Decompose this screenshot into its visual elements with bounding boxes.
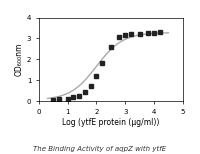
Y-axis label: OD₆₀₀nm: OD₆₀₀nm (15, 43, 24, 76)
Text: The Binding Activity of aqpZ with ytfE: The Binding Activity of aqpZ with ytfE (33, 146, 167, 152)
X-axis label: Log (ytfE protein (μg/ml)): Log (ytfE protein (μg/ml)) (62, 118, 160, 127)
